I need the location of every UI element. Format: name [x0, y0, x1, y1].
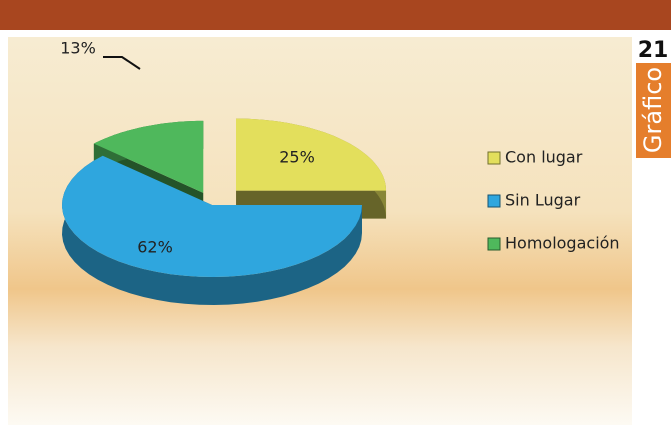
- top-bar: [0, 0, 671, 30]
- slice: [236, 118, 386, 191]
- badge-label: Gráfico: [639, 67, 667, 153]
- legend-marker: [487, 237, 501, 251]
- data-label: 25%: [279, 148, 315, 167]
- plot: 25% 62% 13% Con lugar Sin Lugar Homologación: [60, 39, 620, 305]
- legend-marker: [487, 194, 501, 208]
- slice: [93, 120, 204, 193]
- data-label: 62%: [137, 238, 173, 257]
- legend-marker: [487, 151, 501, 165]
- legend-label: Con lugar: [505, 148, 583, 167]
- badge-box: [636, 63, 671, 158]
- legend-label: Sin Lugar: [505, 191, 581, 210]
- data-label: 13%: [60, 39, 96, 58]
- slice-side: [62, 155, 362, 305]
- slice: [62, 155, 362, 277]
- badge-number: 21: [638, 38, 669, 63]
- leader-line: [103, 56, 141, 70]
- legend-label: Homologación: [505, 234, 620, 253]
